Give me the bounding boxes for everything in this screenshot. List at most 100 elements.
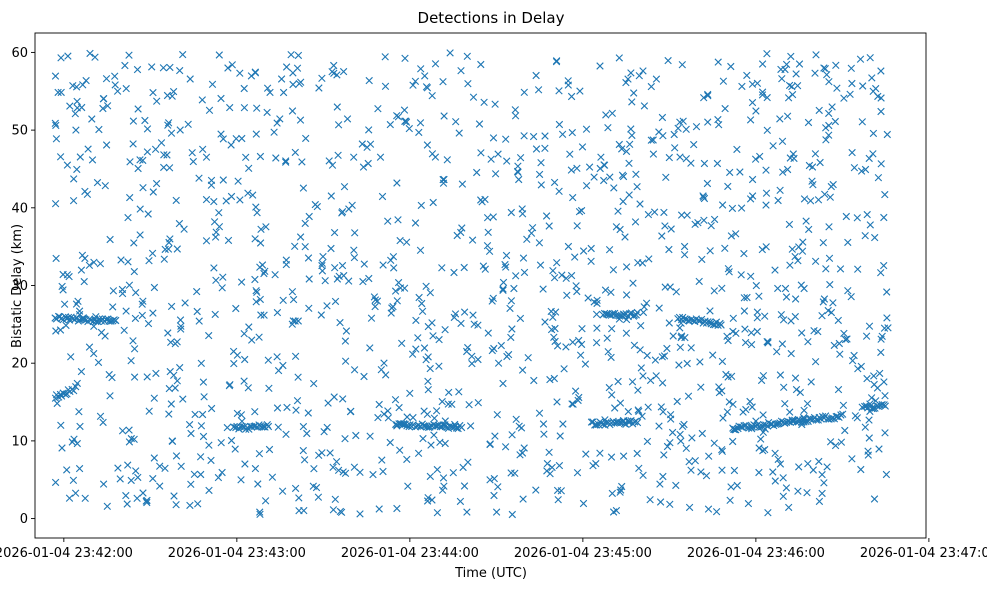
detection-point bbox=[662, 173, 670, 181]
detection-point bbox=[326, 449, 334, 457]
detection-point bbox=[704, 505, 713, 513]
detection-point bbox=[296, 233, 305, 241]
detection-point bbox=[212, 276, 220, 284]
detection-point bbox=[560, 365, 568, 373]
detection-point bbox=[428, 496, 436, 504]
detection-point bbox=[714, 58, 722, 66]
detection-point bbox=[636, 346, 644, 354]
detection-point bbox=[650, 208, 659, 216]
detection-point bbox=[329, 506, 338, 514]
detection-point bbox=[291, 352, 300, 360]
detection-point bbox=[470, 320, 478, 328]
detection-point bbox=[578, 325, 586, 333]
detection-point bbox=[391, 287, 400, 295]
detection-point bbox=[811, 150, 820, 158]
detection-point bbox=[120, 326, 128, 334]
detection-point bbox=[223, 423, 231, 432]
detection-point bbox=[418, 307, 427, 315]
x-axis-label: Time (UTC) bbox=[454, 566, 527, 581]
detection-point bbox=[501, 260, 509, 269]
detection-point bbox=[824, 306, 832, 315]
detection-point bbox=[562, 343, 570, 351]
detection-point bbox=[786, 154, 794, 162]
y-tick-label: 30 bbox=[11, 279, 28, 294]
detection-point bbox=[816, 158, 824, 167]
detection-point bbox=[781, 284, 790, 293]
detection-point bbox=[535, 409, 544, 417]
detection-point bbox=[705, 452, 713, 460]
detection-point bbox=[165, 238, 173, 247]
detection-point bbox=[518, 205, 526, 213]
detection-point bbox=[145, 257, 153, 265]
detection-point bbox=[508, 510, 516, 519]
detection-point bbox=[187, 480, 195, 488]
detection-point bbox=[240, 330, 248, 338]
detection-point bbox=[241, 355, 249, 364]
detection-point bbox=[527, 229, 536, 237]
detection-point bbox=[841, 426, 849, 435]
detection-point bbox=[438, 486, 447, 494]
detection-point bbox=[305, 304, 313, 312]
detection-point bbox=[396, 446, 404, 454]
detection-point bbox=[870, 495, 879, 503]
detection-point bbox=[138, 311, 146, 320]
detection-point bbox=[729, 314, 737, 322]
detection-point bbox=[251, 275, 259, 284]
detection-point bbox=[237, 476, 245, 484]
detection-point bbox=[869, 150, 877, 158]
detection-point bbox=[684, 392, 693, 400]
detection-point bbox=[822, 136, 830, 144]
detection-point bbox=[669, 332, 677, 340]
detection-point bbox=[847, 293, 855, 301]
detection-point bbox=[822, 265, 830, 273]
detection-point bbox=[330, 228, 339, 237]
detection-point bbox=[401, 117, 409, 125]
detection-point bbox=[537, 181, 545, 189]
detection-point bbox=[66, 102, 74, 110]
detection-point bbox=[881, 429, 889, 437]
detection-point bbox=[590, 298, 598, 306]
detection-point bbox=[364, 159, 372, 168]
detection-point bbox=[541, 318, 549, 326]
detection-point bbox=[644, 403, 652, 411]
detection-point bbox=[149, 474, 157, 483]
detection-point bbox=[704, 118, 712, 126]
detection-point bbox=[401, 54, 409, 62]
detection-point bbox=[294, 317, 302, 325]
detection-point bbox=[633, 449, 641, 458]
detection-point bbox=[862, 332, 871, 340]
detection-point bbox=[440, 175, 448, 184]
detection-point bbox=[545, 448, 553, 456]
detection-point bbox=[543, 459, 552, 468]
detection-point bbox=[417, 201, 425, 210]
detection-point bbox=[519, 254, 528, 262]
detection-point bbox=[865, 434, 873, 442]
detection-point bbox=[82, 76, 90, 85]
detection-point bbox=[438, 397, 446, 406]
detection-point bbox=[567, 92, 576, 101]
detection-point bbox=[631, 218, 640, 226]
detection-point bbox=[866, 400, 874, 408]
detection-point bbox=[136, 156, 144, 164]
detection-point bbox=[622, 147, 631, 156]
x-tick-label: 2026-01-04 23:45:00 bbox=[514, 546, 652, 561]
detection-point bbox=[132, 288, 140, 297]
detection-point bbox=[440, 482, 448, 490]
detection-point bbox=[854, 365, 862, 373]
detection-point bbox=[564, 81, 572, 89]
detection-point bbox=[86, 49, 94, 58]
detection-point bbox=[167, 338, 175, 346]
detection-point bbox=[161, 464, 169, 472]
detection-point bbox=[655, 422, 663, 430]
detection-point bbox=[659, 408, 667, 416]
detection-point bbox=[616, 488, 624, 496]
detection-point bbox=[529, 132, 538, 141]
detection-point bbox=[218, 468, 226, 477]
detection-point bbox=[302, 134, 310, 143]
detection-point bbox=[508, 431, 516, 439]
detection-point bbox=[675, 361, 683, 369]
detection-point bbox=[635, 72, 643, 80]
detection-point bbox=[273, 119, 281, 127]
detection-point bbox=[167, 302, 176, 311]
detection-point bbox=[160, 151, 168, 159]
